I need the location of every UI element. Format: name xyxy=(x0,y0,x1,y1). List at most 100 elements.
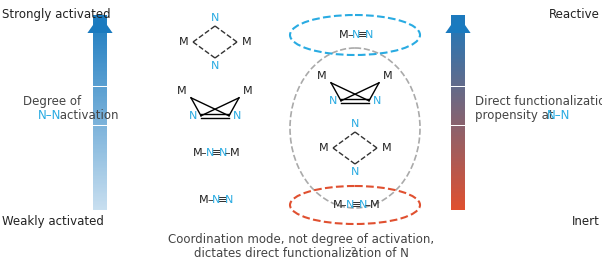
Bar xyxy=(451,139,465,140)
Text: N: N xyxy=(188,111,197,121)
Bar xyxy=(93,176,107,178)
Bar xyxy=(451,51,465,53)
Bar xyxy=(451,179,465,180)
Bar xyxy=(93,158,107,159)
Bar xyxy=(93,175,107,176)
Bar xyxy=(451,70,465,71)
Bar xyxy=(93,76,107,77)
Bar xyxy=(451,84,465,85)
Bar xyxy=(451,135,465,136)
Text: M: M xyxy=(243,86,253,96)
Bar xyxy=(93,127,107,128)
Bar xyxy=(451,190,465,192)
Bar xyxy=(451,87,465,88)
Bar xyxy=(93,51,107,53)
Text: –: – xyxy=(225,148,230,158)
Bar xyxy=(93,79,107,80)
Bar xyxy=(93,92,107,93)
Text: N: N xyxy=(359,200,367,210)
Bar xyxy=(451,176,465,178)
Bar xyxy=(93,198,107,200)
Bar xyxy=(451,171,465,172)
Bar xyxy=(93,189,107,190)
Bar xyxy=(451,72,465,73)
Bar xyxy=(93,109,107,110)
Bar xyxy=(451,118,465,119)
Bar xyxy=(93,142,107,144)
Bar xyxy=(93,172,107,174)
Bar xyxy=(93,145,107,146)
Bar xyxy=(451,29,465,31)
Text: –: – xyxy=(200,148,206,158)
Bar xyxy=(451,206,465,208)
Bar xyxy=(93,184,107,185)
Text: Reactive: Reactive xyxy=(549,8,600,21)
Bar xyxy=(451,41,465,42)
Bar xyxy=(451,75,465,76)
Bar xyxy=(93,19,107,20)
Bar xyxy=(93,88,107,89)
Text: N: N xyxy=(351,119,359,129)
Bar xyxy=(93,73,107,75)
Bar xyxy=(451,46,465,48)
Bar xyxy=(451,154,465,155)
Bar xyxy=(451,53,465,54)
Text: M: M xyxy=(382,143,392,153)
Text: N: N xyxy=(233,111,241,121)
Text: ≡: ≡ xyxy=(211,148,221,158)
Bar xyxy=(93,38,107,40)
Bar xyxy=(451,42,465,44)
Bar xyxy=(93,71,107,72)
Text: M: M xyxy=(383,71,393,81)
Bar xyxy=(451,119,465,120)
Bar xyxy=(93,53,107,54)
Bar xyxy=(451,98,465,99)
Bar xyxy=(93,174,107,175)
FancyArrow shape xyxy=(445,15,471,33)
Bar xyxy=(451,23,465,24)
Bar xyxy=(93,72,107,73)
Bar xyxy=(451,19,465,20)
Bar xyxy=(451,44,465,45)
Bar xyxy=(451,144,465,145)
Bar xyxy=(93,85,107,87)
Bar xyxy=(451,175,465,176)
Bar xyxy=(451,196,465,197)
Bar xyxy=(451,60,465,62)
Bar xyxy=(451,185,465,187)
Bar xyxy=(93,166,107,167)
Bar xyxy=(93,206,107,208)
Bar xyxy=(93,161,107,162)
Bar xyxy=(93,167,107,168)
Bar xyxy=(451,188,465,189)
Bar xyxy=(451,67,465,68)
Bar xyxy=(451,166,465,167)
Bar xyxy=(451,15,465,16)
Bar xyxy=(93,149,107,150)
Bar xyxy=(93,95,107,97)
Bar xyxy=(451,105,465,106)
Text: M: M xyxy=(193,148,202,158)
Bar xyxy=(93,146,107,148)
Bar xyxy=(93,29,107,31)
Bar xyxy=(93,24,107,26)
Bar xyxy=(451,180,465,181)
Text: M: M xyxy=(370,200,379,210)
Bar xyxy=(93,114,107,115)
Text: activation: activation xyxy=(56,109,119,122)
Bar xyxy=(93,118,107,119)
Bar xyxy=(93,200,107,201)
Bar xyxy=(93,49,107,50)
Bar xyxy=(451,64,465,66)
Bar xyxy=(451,204,465,205)
Text: N: N xyxy=(373,96,382,106)
Bar xyxy=(93,105,107,106)
Bar xyxy=(93,18,107,19)
Bar xyxy=(93,208,107,209)
Bar xyxy=(93,37,107,38)
Bar xyxy=(451,55,465,57)
Bar xyxy=(451,178,465,179)
Bar xyxy=(451,50,465,51)
Text: Coordination mode, not degree of activation,: Coordination mode, not degree of activat… xyxy=(168,233,434,246)
Text: N–N: N–N xyxy=(547,109,570,122)
